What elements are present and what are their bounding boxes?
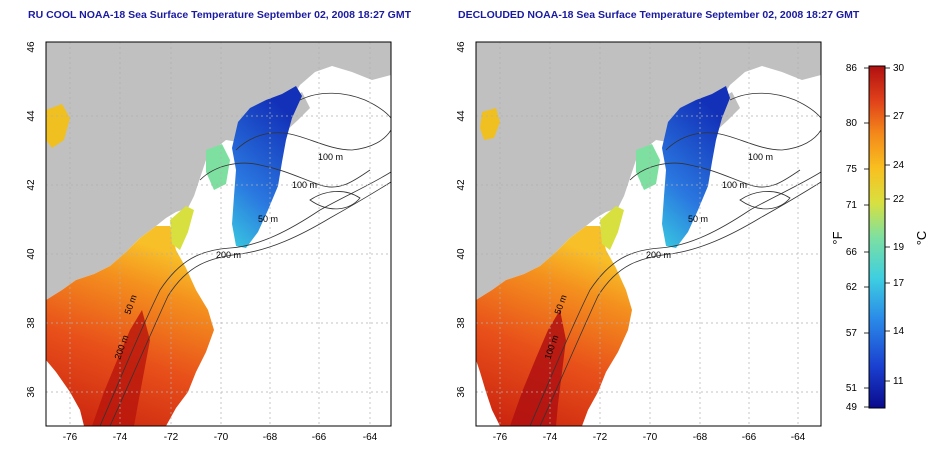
celsius-tick: 11 bbox=[893, 376, 904, 387]
left-map-title: RU COOL NOAA-18 Sea Surface Temperature … bbox=[28, 9, 412, 21]
fahrenheit-tick: 62 bbox=[846, 282, 858, 293]
contour-label: 50 m bbox=[258, 214, 278, 224]
lon-tick-label: -64 bbox=[791, 432, 806, 443]
lat-tick-label: 44 bbox=[26, 110, 37, 122]
left-map-panel: 100 m 100 m 50 m 200 m 50 m 200 m -76 -7… bbox=[26, 41, 392, 443]
sst-yellow-offshore bbox=[480, 108, 500, 140]
lat-tick-label: 40 bbox=[26, 248, 37, 260]
fahrenheit-tick: 71 bbox=[846, 200, 858, 211]
contour-label: 100 m bbox=[722, 180, 747, 190]
lon-tick-label: -68 bbox=[693, 432, 708, 443]
lon-tick-label: -76 bbox=[63, 432, 78, 443]
lat-tick-label: 38 bbox=[456, 317, 467, 329]
fahrenheit-tick: 86 bbox=[846, 63, 858, 74]
bathymetry-contours bbox=[529, 92, 821, 426]
sst-cold-region bbox=[662, 86, 730, 248]
right-map-title: DECLOUDED NOAA-18 Sea Surface Temperatur… bbox=[458, 9, 860, 21]
celsius-tick: 27 bbox=[893, 111, 905, 122]
fahrenheit-tick: 66 bbox=[846, 247, 858, 258]
celsius-tick: 30 bbox=[893, 63, 905, 74]
lat-tick-label: 44 bbox=[456, 110, 467, 122]
lon-tick-label: -72 bbox=[164, 432, 179, 443]
contour-label: 50 m bbox=[688, 214, 708, 224]
right-map-panel: 100 m 100 m 50 m 200 m 50 m 100 m -76 -7… bbox=[456, 41, 822, 443]
lon-tick-label: -74 bbox=[113, 432, 128, 443]
lon-tick-label: -66 bbox=[742, 432, 757, 443]
sst-cool-strip bbox=[600, 206, 624, 250]
fahrenheit-tick: 49 bbox=[846, 402, 858, 413]
land-mass bbox=[46, 42, 391, 300]
sst-cool-strip bbox=[170, 206, 194, 250]
lon-tick-label: -74 bbox=[543, 432, 558, 443]
contour-label: 100 m bbox=[292, 180, 317, 190]
contour-label: 100 m bbox=[318, 152, 343, 162]
sst-warm-region bbox=[46, 226, 214, 426]
fahrenheit-tick: 51 bbox=[846, 383, 858, 394]
graticule bbox=[476, 42, 821, 426]
contour-label: 200 m bbox=[216, 250, 241, 260]
lat-tick-label: 36 bbox=[456, 386, 467, 398]
bathymetry-contours bbox=[99, 92, 391, 426]
fahrenheit-axis-label: °F bbox=[830, 231, 845, 244]
sst-green-patch bbox=[636, 144, 660, 190]
lat-tick-label: 40 bbox=[456, 248, 467, 260]
lon-tick-label: -72 bbox=[593, 432, 608, 443]
colorbar-gradient bbox=[868, 65, 886, 409]
lon-tick-label: -64 bbox=[363, 432, 378, 443]
lon-tick-label: -68 bbox=[263, 432, 278, 443]
celsius-tick: 17 bbox=[893, 278, 905, 289]
contour-label: 100 m bbox=[748, 152, 773, 162]
lon-tick-label: -76 bbox=[493, 432, 508, 443]
sst-cold-region bbox=[232, 86, 302, 248]
graticule bbox=[46, 42, 391, 426]
lon-tick-label: -66 bbox=[312, 432, 327, 443]
map-frame bbox=[45, 41, 392, 427]
sst-hot-core bbox=[510, 310, 566, 426]
lat-tick-label: 38 bbox=[26, 317, 37, 329]
sst-yellow-offshore bbox=[46, 104, 70, 148]
sst-hot-core bbox=[92, 310, 150, 426]
lat-tick-label: 46 bbox=[26, 41, 37, 53]
lat-tick-label: 36 bbox=[26, 386, 37, 398]
temperature-colorbar: 86 80 75 71 66 62 57 51 49 30 27 24 22 1… bbox=[830, 63, 929, 413]
lat-tick-label: 42 bbox=[456, 179, 467, 191]
celsius-tick: 22 bbox=[893, 194, 905, 205]
lon-tick-label: -70 bbox=[214, 432, 229, 443]
lat-tick-label: 46 bbox=[456, 41, 467, 53]
land-mass bbox=[476, 42, 821, 300]
lat-tick-label: 42 bbox=[26, 179, 37, 191]
fahrenheit-tick: 75 bbox=[846, 164, 858, 175]
fahrenheit-tick: 80 bbox=[846, 118, 858, 129]
celsius-tick: 24 bbox=[893, 160, 905, 171]
contour-label: 200 m bbox=[646, 250, 671, 260]
sst-green-patch bbox=[206, 144, 230, 190]
lon-tick-label: -70 bbox=[643, 432, 658, 443]
map-frame bbox=[475, 41, 822, 427]
celsius-tick: 14 bbox=[893, 326, 905, 337]
fahrenheit-tick: 57 bbox=[846, 328, 858, 339]
celsius-tick: 19 bbox=[893, 242, 905, 253]
celsius-axis-label: °C bbox=[914, 231, 929, 246]
